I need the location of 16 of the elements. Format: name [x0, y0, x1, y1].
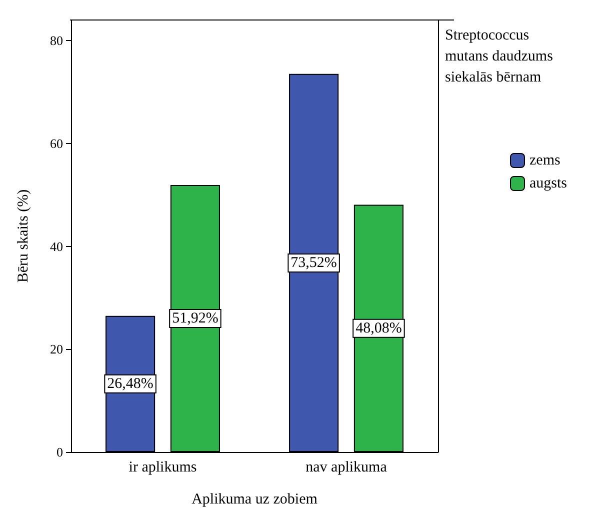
x-tick-label: ir aplikums — [128, 460, 197, 476]
y-tick-label: 40 — [50, 238, 63, 254]
x-axis-title: Aplikuma uz zobiem — [192, 492, 318, 508]
y-axis-title: Bēru skaits (%) — [16, 189, 32, 283]
y-tick-label: 0 — [56, 444, 63, 460]
y-tick-label: 80 — [50, 33, 63, 48]
data-label: 73,52% — [290, 254, 337, 271]
y-tick-label: 20 — [50, 342, 63, 357]
data-label: 26,48% — [107, 376, 154, 392]
y-tick-label: 60 — [50, 136, 63, 151]
data-label: 48,08% — [356, 320, 402, 336]
legend-label: augsts — [530, 176, 568, 192]
x-tick-label: nav aplikuma — [306, 460, 388, 476]
legend-label: zems — [530, 152, 560, 168]
data-label: 51,92% — [172, 310, 218, 326]
legend-title: Streptococcus mutans daudzums siekalās bērnam — [445, 28, 557, 86]
